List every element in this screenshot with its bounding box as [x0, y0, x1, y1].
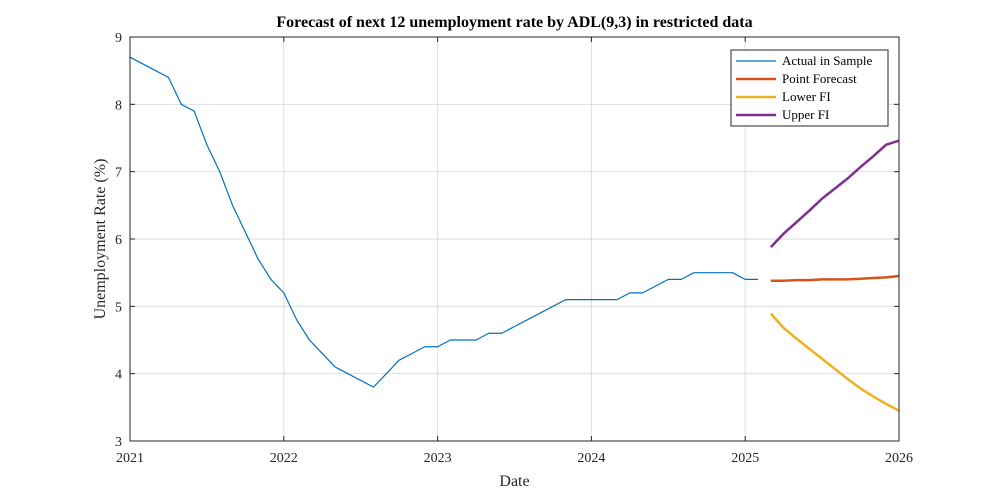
legend-label: Lower FI: [782, 89, 831, 104]
axis-ticks: 3 4 5 6 7 8 9 2021 2022 2023 2024 2025 2026: [115, 31, 913, 466]
series-line-lower-fi: [769, 312, 900, 412]
y-tick-label: 3: [115, 435, 122, 450]
y-tick-label: 9: [115, 31, 122, 46]
legend-box: [730, 49, 889, 127]
x-tick-label: 2024: [577, 451, 605, 466]
x-tick-label: 2025: [731, 451, 759, 466]
chart-title: Forecast of next 12 unemployment rate by…: [276, 14, 752, 31]
series-line-point-forecast: [770, 274, 900, 282]
y-tick-label: 8: [115, 98, 122, 113]
series-line-upper-fi: [769, 139, 900, 248]
y-tick-label: 4: [115, 368, 122, 383]
y-tick-label: 5: [115, 300, 122, 315]
legend-label: Actual in Sample: [782, 53, 872, 68]
legend-label: Upper FI: [782, 107, 829, 122]
series-line-actual-in-sample: [129, 56, 759, 388]
y-tick-label: 7: [115, 166, 122, 181]
series-layer: [129, 56, 900, 412]
legend: Actual in Sample Point Forecast Lower FI Up…: [730, 49, 889, 127]
x-tick-label: 2026: [885, 451, 913, 466]
x-tick-label: 2021: [116, 451, 144, 466]
y-tick-label: 6: [115, 233, 122, 248]
x-tick-label: 2023: [424, 451, 452, 466]
x-axis-label: Date: [499, 473, 529, 490]
y-axis-label: Unemployment Rate (%): [92, 159, 109, 320]
x-tick-label: 2022: [270, 451, 298, 466]
legend-label: Point Forecast: [782, 71, 857, 86]
